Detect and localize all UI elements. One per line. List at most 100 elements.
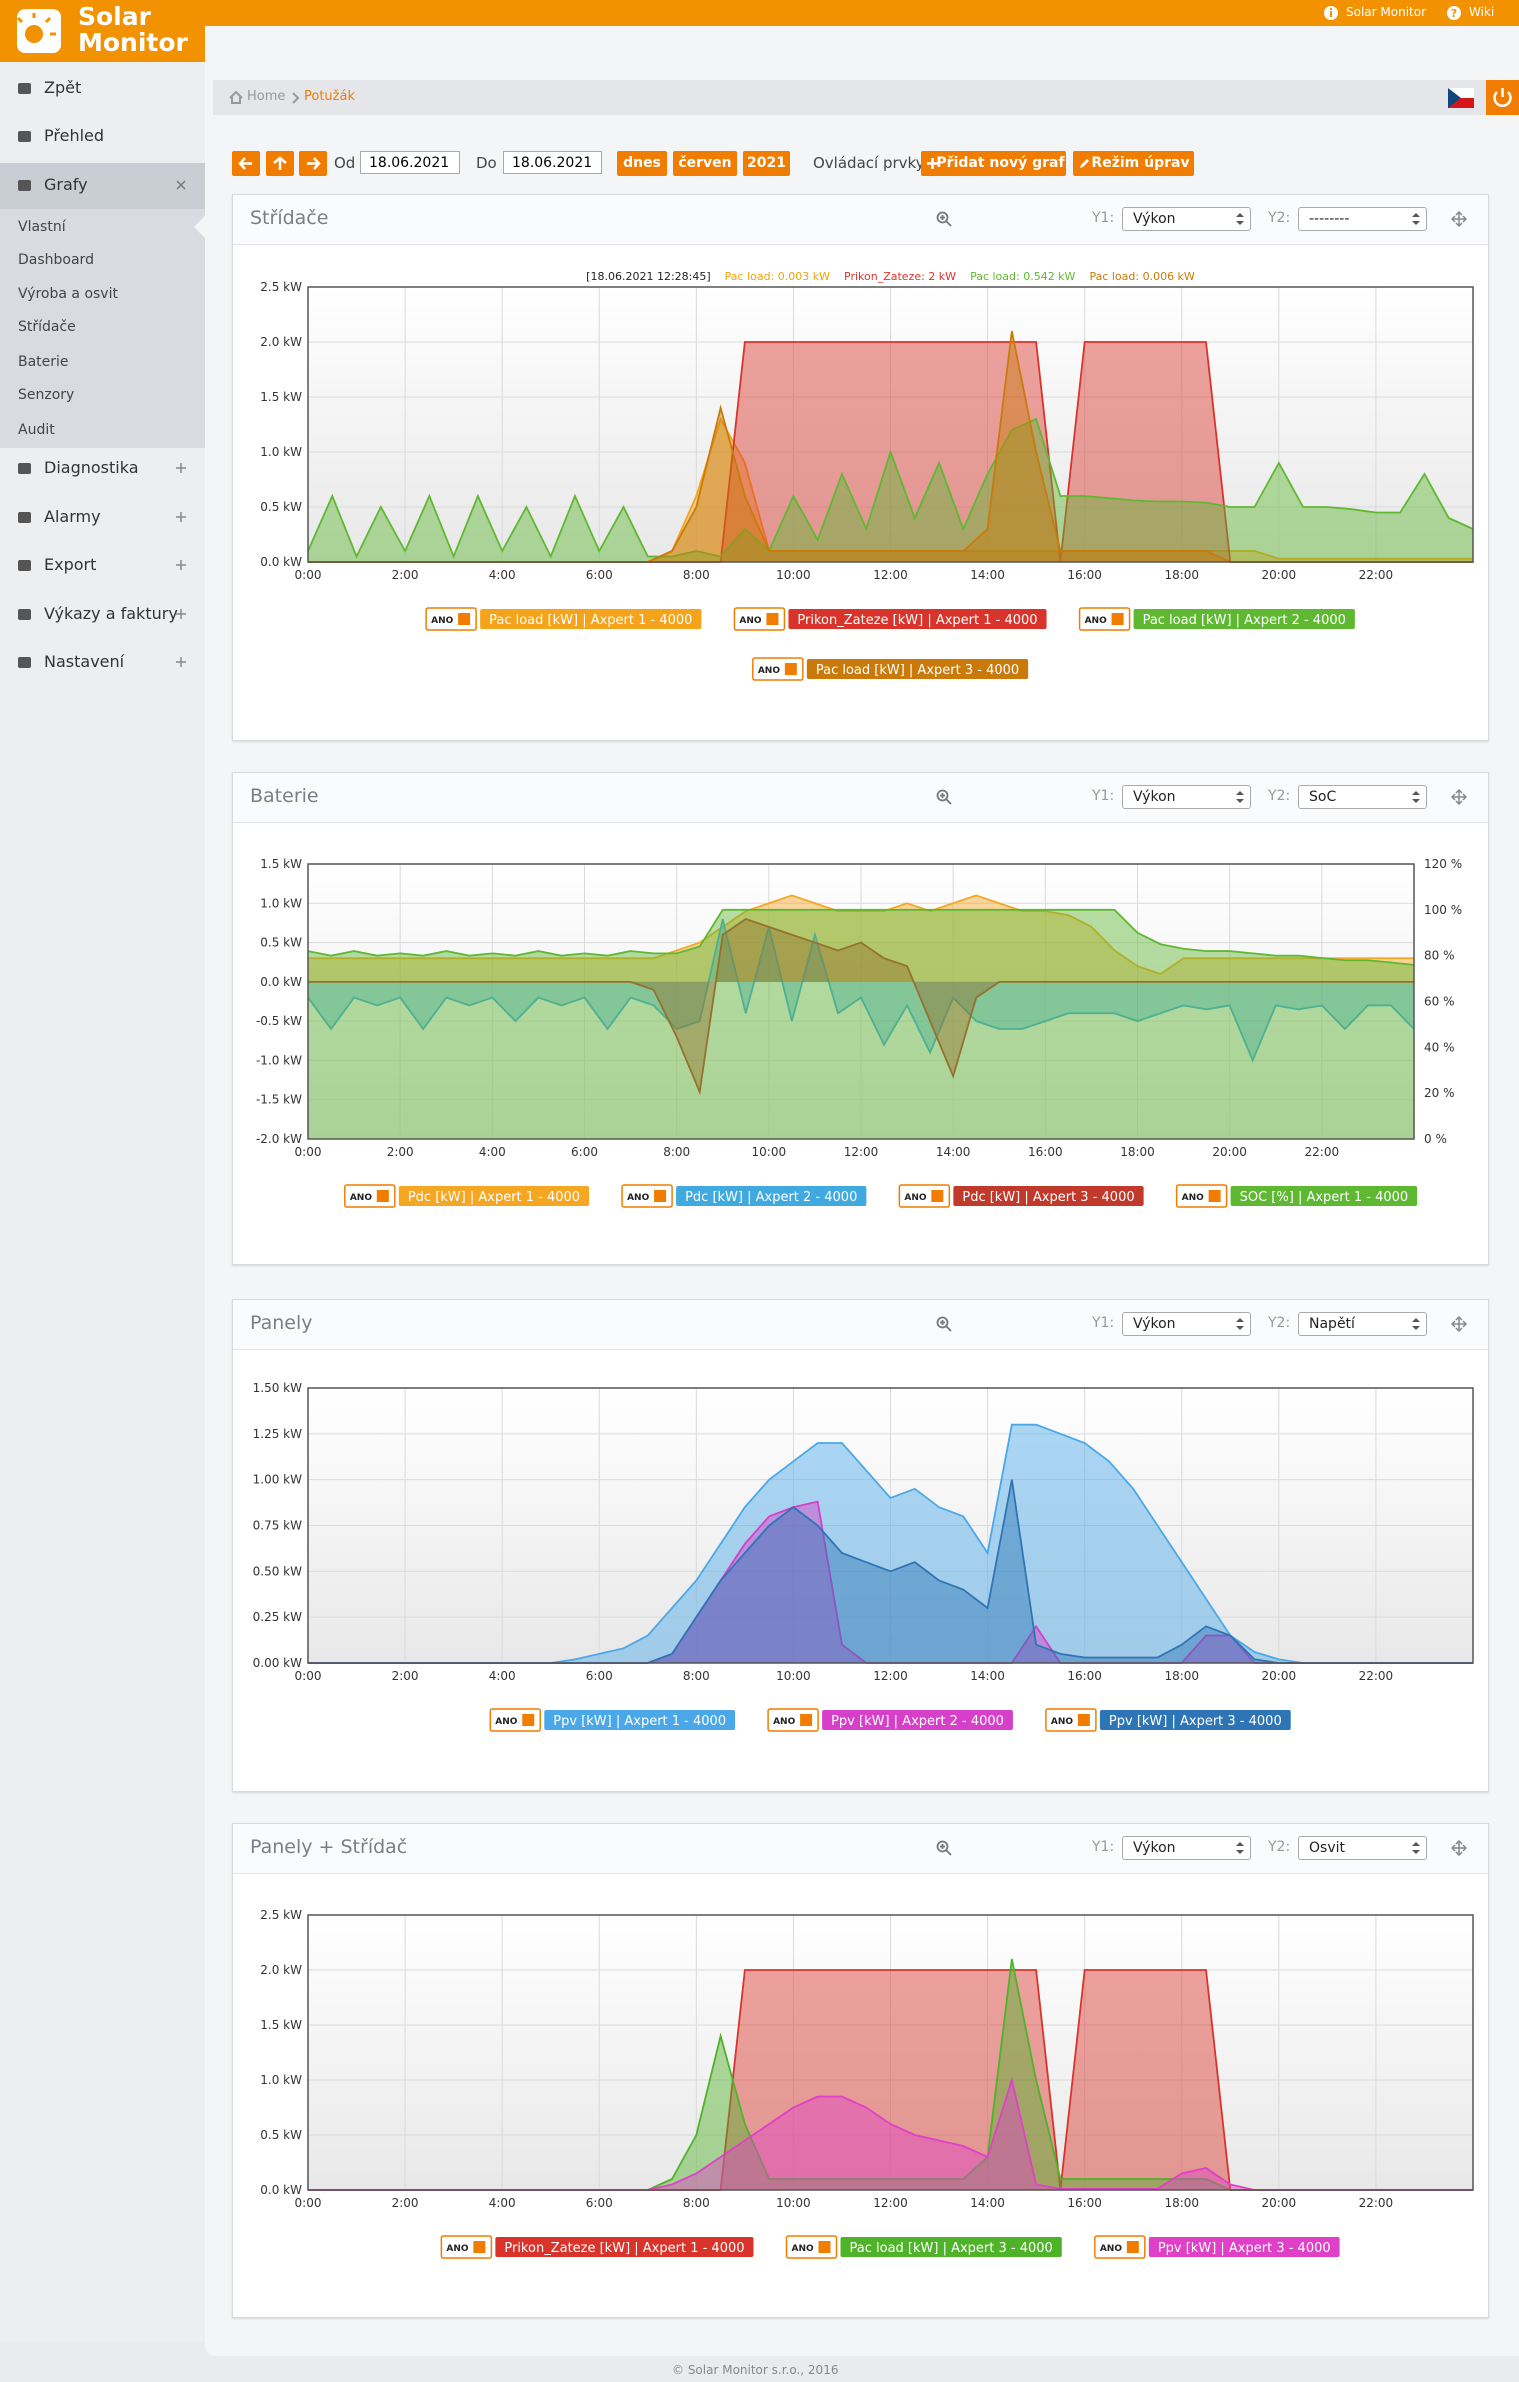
legend-item[interactable]: ANO Ppv [kW] | Axpert 3 - 4000 [1045, 1708, 1291, 1732]
nav-item[interactable]: Grafy [44, 175, 88, 194]
legend-item[interactable]: ANO Pac load [kW] | Axpert 2 - 4000 [1078, 607, 1355, 631]
nav-subitem[interactable]: Baterie [18, 354, 69, 370]
edit-mode-button[interactable]: Režim úprav [1073, 151, 1194, 176]
nav-item[interactable]: Přehled [44, 126, 105, 145]
expand-icon[interactable] [176, 657, 186, 667]
legend-item[interactable]: ANO Pac load [kW] | Axpert 1 - 4000 [425, 607, 702, 631]
legend-item[interactable]: ANO SOC [%] | Axpert 1 - 4000 [1175, 1184, 1418, 1208]
legend-item[interactable]: ANO Pdc [kW] | Axpert 3 - 4000 [898, 1184, 1144, 1208]
nav-item[interactable]: Nastavení [44, 652, 125, 671]
legend-toggle-text: ANO [495, 1717, 517, 1727]
legend-item[interactable]: ANO Ppv [kW] | Axpert 3 - 4000 [1094, 2235, 1340, 2259]
nav-subitem[interactable]: Senzory [18, 387, 75, 403]
axis-select[interactable]: SoC [1298, 785, 1427, 809]
y-tick-label: 0.0 kW [260, 555, 302, 569]
logo[interactable]: Solar Monitor [0, 0, 205, 62]
arrow-shape [1236, 1318, 1244, 1330]
axis-select-label: Y2: [1268, 210, 1291, 226]
header-link[interactable]: Solar Monitor [1346, 5, 1427, 19]
legend-toggle-box [766, 613, 779, 625]
move-icon[interactable] [1451, 211, 1467, 227]
axis-select[interactable]: Napětí [1298, 1312, 1427, 1336]
axis-select[interactable]: Výkon [1122, 1836, 1251, 1860]
x-tick-label: 6:00 [586, 1669, 613, 1683]
expand-icon[interactable] [176, 560, 186, 570]
expand-icon[interactable] [176, 609, 186, 619]
header-link[interactable]: Wiki [1469, 5, 1495, 19]
date-input[interactable]: 18.06.2021 [360, 151, 460, 174]
y-tick-label: 1.00 kW [253, 1473, 302, 1487]
axis-select[interactable]: Výkon [1122, 785, 1251, 809]
nav-subitem[interactable]: Dashboard [18, 252, 94, 268]
expand-icon[interactable] [176, 463, 186, 473]
move-icon[interactable] [1451, 789, 1467, 805]
axis-select-label: Y2: [1268, 788, 1291, 804]
date-input[interactable]: 18.06.2021 [503, 151, 602, 174]
chart-panel: Panely + Střídač Y1: Výkon Y2: Osvit 0.0 kW 0.… [232, 1823, 1489, 2318]
nav-subitem[interactable]: Audit [18, 422, 55, 438]
zoom-shape [936, 1316, 949, 1329]
legend-item[interactable]: ANO Ppv [kW] | Axpert 2 - 4000 [767, 1708, 1013, 1732]
icon [18, 463, 31, 474]
icon [18, 180, 31, 191]
x-tick-label: 14:00 [970, 568, 1005, 582]
logout-button[interactable] [1486, 80, 1519, 115]
legend-item[interactable]: ANO Prikon_Zateze [kW] | Axpert 1 - 4000 [733, 607, 1047, 631]
area-fill [308, 1970, 1473, 2190]
move-icon[interactable] [1451, 1316, 1467, 1332]
legend-item[interactable]: ANO Pdc [kW] | Axpert 2 - 4000 [621, 1184, 867, 1208]
nav-subitem[interactable]: Výroba a osvit [18, 286, 118, 302]
expand-icon[interactable] [176, 512, 186, 522]
arrow-shape [1412, 791, 1420, 803]
axis-select[interactable]: Výkon [1122, 1312, 1251, 1336]
next-button[interactable] [299, 151, 327, 176]
zoom-shape [940, 1320, 952, 1332]
axis-select[interactable]: Výkon [1122, 207, 1251, 231]
zoom-icon[interactable] [936, 1840, 952, 1856]
tooltip-text: Pac load: 0.542 kW [970, 270, 1075, 283]
x-tick-label: 20:00 [1262, 568, 1297, 582]
add-chart-button[interactable]: Přidat nový graf [921, 151, 1066, 176]
legend-toggle-box [1077, 1714, 1090, 1726]
x-tick-label: 4:00 [489, 2196, 516, 2210]
legend-item[interactable]: ANO Prikon_Zateze [kW] | Axpert 1 - 4000 [440, 2235, 754, 2259]
nav-item[interactable]: Diagnostika [44, 458, 139, 477]
legend-item[interactable]: ANO Ppv [kW] | Axpert 1 - 4000 [489, 1708, 736, 1732]
area-fill [308, 919, 1414, 1061]
axis-select[interactable]: -------- [1298, 207, 1427, 231]
legend-item[interactable]: ANO Pac load [kW] | Axpert 3 - 4000 [785, 2235, 1062, 2259]
nav-item[interactable]: Alarmy [44, 507, 101, 526]
legend-item[interactable]: ANO Pac load [kW] | Axpert 3 - 4000 [752, 657, 1029, 681]
close-icon[interactable] [176, 180, 186, 190]
breadcrumb[interactable]: Home [247, 89, 286, 104]
y-tick-label: -0.5 kW [256, 1014, 302, 1028]
flag[interactable] [1448, 88, 1474, 108]
zoom-icon[interactable] [936, 211, 952, 227]
legend-swatch [495, 2237, 754, 2257]
plus-shape [176, 657, 186, 667]
range-button[interactable]: 2021 [743, 151, 790, 176]
move-shape [1451, 1840, 1467, 1856]
prev-button[interactable] [232, 151, 260, 176]
plus-shape [176, 560, 186, 570]
nav-item[interactable]: Zpět [44, 78, 82, 97]
nav-item[interactable]: Export [44, 555, 97, 574]
zoom-icon[interactable] [936, 1316, 952, 1332]
up-button[interactable] [266, 151, 294, 176]
area-fill [308, 419, 1473, 562]
range-button[interactable]: červen [673, 151, 737, 176]
range-button[interactable]: dnes [617, 151, 667, 176]
axis-select[interactable]: Osvit [1298, 1836, 1427, 1860]
active-item [0, 163, 205, 209]
legend-toggle-text: ANO [627, 1193, 649, 1203]
zoom-icon[interactable] [936, 789, 952, 805]
chevron [292, 92, 300, 104]
nav-item[interactable]: Výkazy a faktury [44, 604, 178, 623]
x-tick-label: 14:00 [970, 2196, 1005, 2210]
area-line [308, 918, 1414, 1096]
tooltip-text: Prikon_Zateze: 2 kW [844, 270, 956, 283]
move-icon[interactable] [1451, 1840, 1467, 1856]
legend-item[interactable]: ANO Pdc [kW] | Axpert 1 - 4000 [344, 1184, 590, 1208]
nav-subitem[interactable]: Vlastní [18, 219, 66, 235]
nav-subitem[interactable]: Střídače [18, 319, 76, 335]
